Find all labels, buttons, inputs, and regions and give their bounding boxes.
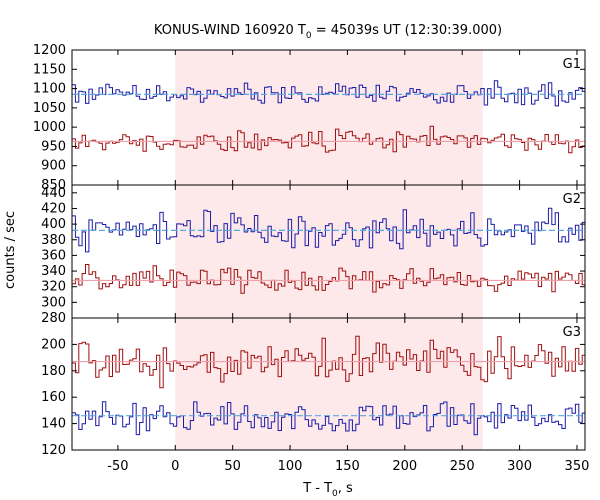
x-tick-label: 200: [392, 459, 417, 474]
y-tick-label: 1150: [33, 62, 66, 77]
y-tick-label: 1050: [33, 101, 66, 116]
series-red-g2: [72, 264, 585, 294]
panel-label-g2: G2: [563, 192, 581, 207]
x-axis-label: T - T0, s: [302, 481, 353, 499]
y-tick-label: 380: [41, 233, 66, 248]
y-tick-label: 1200: [33, 43, 66, 58]
y-tick-label: 320: [41, 280, 66, 295]
x-tick-label: 350: [565, 459, 590, 474]
series-blue-g3: [72, 401, 585, 436]
panel-label-g3: G3: [563, 325, 581, 340]
x-tick-label: 250: [450, 459, 475, 474]
highlight-band-g2: [175, 185, 483, 318]
y-tick-label: 360: [41, 248, 66, 263]
series-red-g3: [72, 335, 585, 389]
panel-label-g1: G1: [563, 57, 581, 72]
highlight-band-g1: [175, 50, 483, 185]
x-axis-label-subscript: 0: [332, 489, 338, 499]
y-tick-label: 120: [41, 443, 66, 458]
chart-title: KONUS-WIND 160920 T0 = 45039s UT (12:30:…: [154, 23, 502, 41]
y-tick-label: 160: [41, 390, 66, 405]
highlight-band-g3: [175, 318, 483, 450]
panel-frame-g3: [71, 317, 586, 451]
x-tick-label: 300: [507, 459, 532, 474]
y-tick-label: 340: [41, 264, 66, 279]
x-tick-label: 50: [224, 459, 241, 474]
y-tick-label: 200: [41, 337, 66, 352]
series-blue-g1: [72, 80, 585, 107]
x-tick-label: 0: [171, 459, 179, 474]
x-tick-label: -50: [107, 459, 128, 474]
x-tick-label: 100: [278, 459, 303, 474]
series-blue-g2: [72, 207, 585, 253]
y-tick-label: 1100: [33, 82, 66, 97]
plot-area: 85090095010001050110011501200G1280300320…: [33, 43, 589, 474]
y-tick-label: 440: [41, 186, 66, 201]
y-tick-label: 400: [41, 217, 66, 232]
x-tick-label: 150: [335, 459, 360, 474]
y-tick-label: 140: [41, 417, 66, 432]
series-red-g1: [72, 125, 585, 154]
y-tick-label: 1000: [33, 120, 66, 135]
y-tick-label: 950: [41, 139, 66, 154]
y-tick-label: 850: [41, 178, 66, 193]
y-axis-label: counts / sec: [3, 211, 18, 289]
y-tick-label: 900: [41, 159, 66, 174]
y-tick-label: 180: [41, 364, 66, 379]
y-tick-label: 280: [41, 311, 66, 326]
y-tick-label: 300: [41, 295, 66, 310]
chart-title-subscript: 0: [306, 31, 312, 41]
y-tick-label: 420: [41, 201, 66, 216]
